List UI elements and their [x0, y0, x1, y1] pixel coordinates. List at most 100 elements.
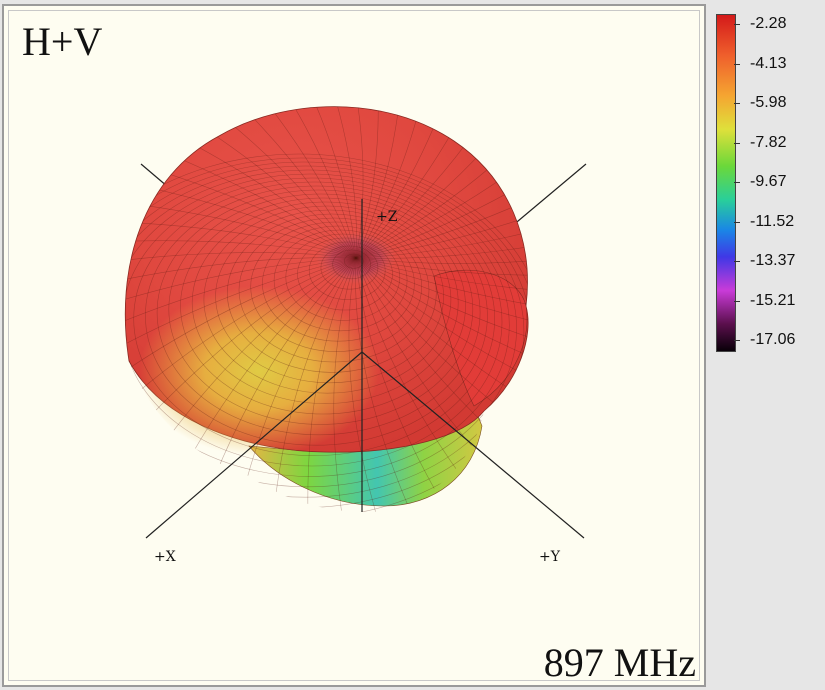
- polarization-mode-label: H+V: [22, 19, 103, 64]
- mesh-meridian-line: [355, 257, 529, 327]
- axis-label-y: +Y: [539, 549, 561, 565]
- mesh-meridian-line: [125, 257, 357, 453]
- colorbar-tick-label: -4.13: [750, 54, 787, 72]
- mesh-parallel-ring: [133, 181, 496, 456]
- radiation-pattern-panel: +Z +X +Y H+V 897 MHz: [2, 4, 706, 687]
- mesh-parallel-ring: [125, 173, 510, 477]
- colorbar-tick-mark: [734, 24, 740, 25]
- mesh-parallel-ring: [215, 209, 444, 384]
- mesh-meridian-line: [268, 257, 357, 512]
- mesh-parallel-ring: [168, 193, 474, 425]
- mesh-meridian-line: [355, 257, 529, 504]
- colorbar-tick-label: -7.82: [750, 133, 787, 151]
- pattern-right-lobe: [433, 269, 528, 407]
- mesh-meridian-line: [125, 106, 357, 259]
- mesh-parallel-ring: [250, 221, 423, 352]
- mesh-parallel-ring: [180, 197, 466, 415]
- pattern-mid-gain-region: [139, 286, 379, 456]
- mesh-meridian-line: [225, 106, 357, 259]
- mesh-meridian-line: [145, 106, 357, 259]
- mesh-meridian-line: [125, 220, 357, 259]
- colorbar-tick-label: -13.37: [750, 252, 796, 269]
- mesh-meridian-line: [125, 257, 357, 327]
- mesh-meridian-line: [355, 189, 529, 259]
- mesh-meridian-line: [355, 106, 529, 259]
- mesh-parallel-ring: [262, 225, 415, 342]
- mesh-parallel-ring: [285, 233, 401, 321]
- mesh-parallel-ring: [125, 165, 525, 498]
- mesh-meridian-line: [355, 155, 529, 259]
- mesh-parallel-ring: [226, 213, 437, 373]
- mesh-meridian-line: [355, 257, 529, 424]
- mesh-meridian-line: [355, 123, 529, 259]
- colorbar-tick-mark: [734, 340, 740, 341]
- axis-label-z: +Z: [376, 209, 398, 225]
- mesh-meridian-line: [355, 223, 529, 264]
- mesh-meridian-line: [125, 257, 357, 504]
- mesh-meridian-line: [125, 257, 357, 480]
- mesh-meridian-line: [355, 257, 487, 512]
- mesh-parallel-ring: [343, 253, 364, 269]
- mesh-parallel-ring: [125, 157, 529, 512]
- pattern-null-dimple: [316, 232, 396, 284]
- pattern-mesh-grid: [125, 106, 529, 512]
- mesh-meridian-line: [184, 106, 357, 259]
- mesh-parallel-ring: [156, 189, 481, 436]
- colorbar-tick-label: -2.28: [750, 15, 787, 32]
- axis-line-x: [145, 351, 363, 539]
- mesh-meridian-line: [355, 257, 444, 512]
- axis-label-x: +X: [154, 549, 176, 565]
- mesh-meridian-line: [125, 252, 357, 293]
- mesh-meridian-line: [125, 106, 357, 259]
- colorbar-tick-mark: [734, 142, 740, 144]
- mesh-meridian-line: [125, 123, 357, 259]
- mesh-parallel-ring: [238, 217, 430, 363]
- mesh-meridian-line: [125, 257, 357, 361]
- mesh-parallel-ring: [203, 205, 452, 394]
- mesh-parallel-ring: [308, 241, 386, 300]
- colorbar-tick-mark: [734, 261, 740, 262]
- frequency-label: 897 MHz: [543, 640, 696, 685]
- mesh-parallel-ring: [332, 249, 371, 280]
- mesh-meridian-line: [225, 257, 357, 512]
- mesh-meridian-line: [355, 257, 529, 480]
- mesh-parallel-ring: [297, 237, 393, 311]
- mesh-meridian-line: [355, 257, 529, 276]
- mesh-meridian-line: [125, 106, 357, 259]
- mesh-meridian-line: [125, 106, 357, 259]
- mesh-parallel-ring: [145, 185, 488, 446]
- mesh-meridian-line: [125, 189, 357, 259]
- mesh-meridian-line: [125, 106, 357, 259]
- mesh-parallel-ring: [273, 229, 408, 332]
- mesh-meridian-line: [348, 257, 401, 512]
- mesh-meridian-line: [355, 257, 529, 393]
- mesh-meridian-line: [268, 106, 357, 259]
- mesh-meridian-line: [125, 155, 357, 259]
- colorbar-tick-mark: [734, 103, 740, 104]
- colorbar-tick-mark: [734, 182, 740, 183]
- colorbar-tick-label: -17.06: [750, 331, 796, 348]
- mesh-parallel-ring: [320, 245, 379, 290]
- mesh-parallel-ring: [125, 177, 503, 467]
- mesh-meridian-line: [355, 257, 529, 296]
- colorbar-tick-label: -9.67: [750, 173, 787, 190]
- colorbar-gradient: [716, 14, 736, 352]
- axis-line-y: [361, 351, 585, 539]
- mesh-meridian-line: [355, 257, 529, 512]
- colorbar-tick-mark: [734, 221, 740, 223]
- mesh-meridian-line: [355, 257, 528, 512]
- colorbar-tick-label: -11.52: [750, 212, 795, 230]
- mesh-parallel-ring: [125, 169, 517, 488]
- colorbar-tick-label: -15.21: [750, 291, 796, 309]
- mesh-parallel-ring: [191, 201, 459, 404]
- mesh-meridian-line: [355, 257, 529, 361]
- colorbar-tick-mark: [734, 300, 740, 302]
- mesh-meridian-line: [125, 240, 357, 259]
- mesh-meridian-line: [125, 257, 357, 424]
- mesh-meridian-line: [307, 257, 357, 512]
- radiation-pattern-3d-plot: +Z +X +Y: [124, 106, 587, 565]
- mesh-meridian-line: [355, 257, 529, 453]
- mesh-parallel-ring: [125, 153, 529, 512]
- mesh-meridian-line: [125, 257, 357, 393]
- colorbar-tick-label: -5.98: [750, 94, 787, 111]
